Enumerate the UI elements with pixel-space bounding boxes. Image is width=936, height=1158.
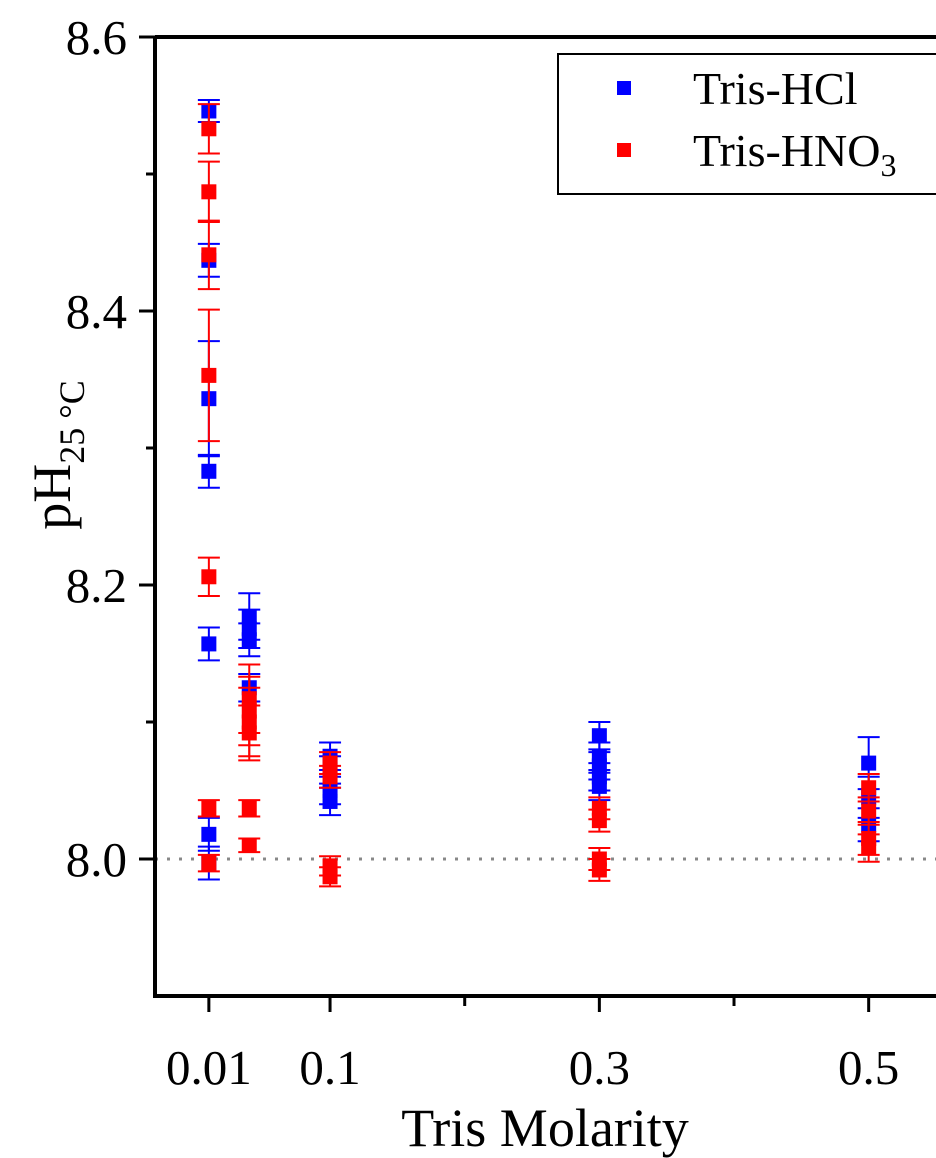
data-point bbox=[591, 778, 607, 794]
series-2 bbox=[197, 103, 880, 888]
data-layer bbox=[197, 99, 880, 888]
y-tick-label: 8.6 bbox=[66, 10, 127, 65]
data-point bbox=[861, 780, 877, 796]
data-point bbox=[861, 755, 877, 771]
data-point bbox=[241, 837, 257, 853]
x-axis-title: Tris Molarity bbox=[401, 1098, 689, 1158]
series-1 bbox=[197, 99, 880, 881]
x-tick-label: 0.3 bbox=[569, 1040, 630, 1095]
data-point bbox=[201, 184, 217, 200]
data-point bbox=[322, 869, 338, 885]
data-point bbox=[322, 793, 338, 809]
axes: 8.0 8.2 8.4 8.6 0.01 0.1 0.3 0.5 bbox=[66, 10, 936, 1095]
legend-label-subscript: 3 bbox=[880, 147, 896, 183]
y-axis-title-main: pH bbox=[22, 464, 82, 530]
x-tick-label: 0.1 bbox=[299, 1040, 360, 1095]
data-point bbox=[201, 855, 217, 871]
data-point bbox=[591, 728, 607, 744]
data-point bbox=[241, 725, 257, 741]
data-point bbox=[201, 367, 217, 383]
y-tick-label: 8.4 bbox=[66, 284, 127, 339]
x-tick-label: 0.5 bbox=[838, 1040, 899, 1095]
legend-label: Tris-HNO3 bbox=[693, 125, 896, 183]
legend-marker bbox=[617, 81, 631, 95]
data-point bbox=[861, 803, 877, 819]
y-tick-label: 8.0 bbox=[66, 832, 127, 887]
data-point bbox=[241, 632, 257, 648]
y-axis-title: pH25 °C bbox=[22, 380, 92, 529]
data-point bbox=[322, 755, 338, 771]
data-point bbox=[201, 247, 217, 263]
legend-label: Tris-HCl bbox=[693, 63, 857, 114]
legend-frame bbox=[557, 53, 936, 195]
data-point bbox=[201, 826, 217, 842]
legend-label-main: Tris-HNO bbox=[693, 125, 880, 176]
data-point bbox=[201, 569, 217, 585]
x-tick-label: 0.01 bbox=[166, 1040, 252, 1095]
data-point bbox=[322, 769, 338, 785]
y-tick-label: 8.2 bbox=[66, 558, 127, 613]
data-point bbox=[201, 636, 217, 652]
y-axis-title-subscript: 25 °C bbox=[52, 380, 92, 463]
legend-label-main: Tris-HCl bbox=[693, 63, 857, 114]
data-point bbox=[241, 800, 257, 816]
data-point bbox=[591, 813, 607, 829]
data-point bbox=[591, 800, 607, 816]
data-point bbox=[201, 463, 217, 479]
data-point bbox=[591, 862, 607, 878]
legend-marker bbox=[617, 143, 631, 157]
data-point bbox=[201, 121, 217, 137]
data-point bbox=[201, 800, 217, 816]
data-point bbox=[861, 840, 877, 856]
legend: Tris-HCl Tris-HNO3 bbox=[557, 53, 936, 195]
